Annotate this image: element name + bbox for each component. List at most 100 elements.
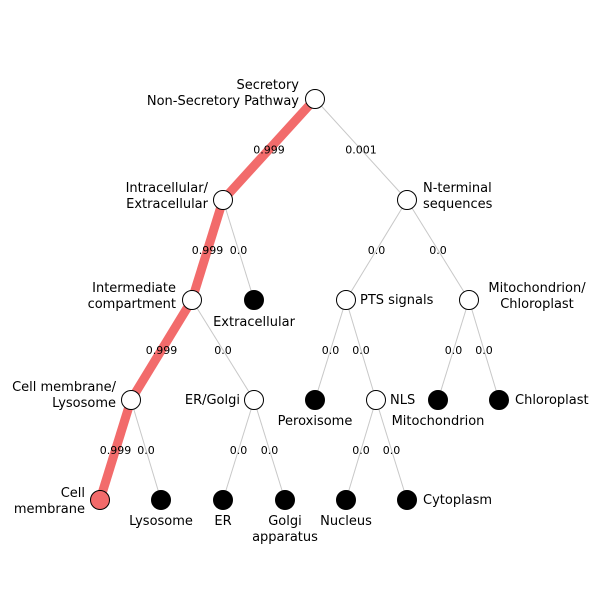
node-label-line: Chloroplast	[500, 297, 574, 312]
node-label-extracellular: Extracellular	[213, 315, 296, 330]
node-label-line: Extracellular	[126, 197, 209, 212]
node-label-peroxisome: Peroxisome	[278, 414, 353, 429]
edge-probability-cellmemlys-lysosome: 0.0	[137, 444, 155, 457]
node-peroxisome	[305, 390, 325, 410]
node-nucleus	[336, 490, 356, 510]
node-label-line: Intermediate	[92, 281, 176, 296]
node-mitochondrion	[428, 390, 448, 410]
edge-probability-ergolgi-golgi: 0.0	[261, 444, 279, 457]
node-label-cellmemlys: Cell membrane/Lysosome	[12, 380, 117, 411]
edge-intermediate-cellmemlys	[127, 297, 196, 403]
node-lysosome	[151, 490, 171, 510]
edge-probability-intermediate-cellmemlys: 0.999	[146, 344, 178, 357]
node-label-line: compartment	[88, 297, 176, 312]
node-pts	[336, 290, 356, 310]
node-label-line: Mitochondrion/	[488, 281, 586, 296]
node-label-line: ER	[214, 514, 231, 529]
node-label-line: Secretory	[236, 78, 299, 93]
edge-nls-cytoplasm	[375, 399, 408, 501]
edge-root-intracellular	[219, 95, 319, 204]
node-mitochloro	[459, 290, 479, 310]
node-label-line: Non-Secretory Pathway	[147, 94, 299, 109]
node-nls	[366, 390, 386, 410]
edge-probability-mitochloro-chloroplast: 0.0	[475, 344, 493, 357]
node-label-nls: NLS	[390, 393, 415, 408]
edge-probability-nterminal-pts: 0.0	[368, 244, 386, 257]
node-label-line: Nucleus	[320, 514, 372, 529]
edge-probability-intermediate-ergolgi: 0.0	[214, 344, 232, 357]
edge-intracellular-extracellular	[222, 199, 255, 301]
edge-mitochloro-mitochondrion	[437, 299, 470, 401]
node-label-line: apparatus	[252, 530, 318, 545]
node-golgi	[275, 490, 295, 510]
node-label-line: Golgi	[268, 514, 302, 529]
node-intracellular	[213, 190, 233, 210]
edge-ergolgi-er	[222, 399, 255, 501]
edge-cellmemlys-lysosome	[130, 399, 162, 501]
node-label-mitochondrion: Mitochondrion	[392, 414, 485, 429]
node-chloroplast	[489, 390, 509, 410]
node-label-intracellular: Intracellular/Extracellular	[126, 181, 209, 212]
node-label-line: Lysosome	[52, 396, 116, 411]
node-intermediate	[182, 290, 202, 310]
node-cellmemlys	[121, 390, 141, 410]
node-label-line: Cell membrane/	[12, 380, 117, 395]
edge-probability-pts-nls: 0.0	[352, 344, 370, 357]
edge-probability-nls-cytoplasm: 0.0	[383, 444, 401, 457]
node-label-line: Intracellular/	[126, 181, 209, 196]
edge-probabilities-layer: 0.999 0.001 0.999 0.0 0.0 0.0 0.999 0.0 0.0 0.0 0.…	[100, 144, 493, 458]
node-cytoplasm	[397, 490, 417, 510]
node-label-line: ER/Golgi	[185, 393, 240, 408]
edge-intermediate-ergolgi	[191, 299, 255, 401]
nodes-layer	[90, 89, 509, 510]
edge-nls-nucleus	[345, 399, 377, 501]
node-cellmembrane	[90, 490, 110, 510]
node-label-line: Mitochondrion	[392, 414, 485, 429]
node-label-pts: PTS signals	[360, 293, 434, 308]
node-nterminal	[397, 190, 417, 210]
edge-mitochloro-chloroplast	[468, 299, 500, 401]
node-label-line: sequences	[423, 197, 493, 212]
node-label-line: membrane	[14, 502, 85, 517]
edge-probability-pts-peroxisome: 0.0	[322, 344, 340, 357]
edge-nterminal-mitochloro	[406, 199, 470, 301]
edge-probability-intracellular-intermediate: 0.999	[192, 244, 224, 257]
edge-probability-intracellular-extracellular: 0.0	[230, 244, 248, 257]
node-label-line: Cell	[61, 486, 85, 501]
node-label-lysosome: Lysosome	[129, 514, 193, 529]
node-er	[213, 490, 233, 510]
node-label-line: Peroxisome	[278, 414, 353, 429]
edge-intracellular-intermediate	[187, 198, 228, 302]
edges-layer	[95, 95, 500, 502]
edge-probability-nterminal-mitochloro: 0.0	[429, 244, 447, 257]
edge-probability-nls-nucleus: 0.0	[352, 444, 370, 457]
node-label-ergolgi: ER/Golgi	[185, 393, 240, 408]
node-root	[305, 89, 325, 109]
edge-probability-root-nterminal: 0.001	[345, 144, 377, 157]
edge-probability-ergolgi-er: 0.0	[230, 444, 248, 457]
edge-cellmemlys-cellmembrane	[95, 398, 136, 502]
node-label-line: PTS signals	[360, 293, 434, 308]
node-label-nucleus: Nucleus	[320, 514, 372, 529]
edge-root-nterminal	[314, 98, 408, 201]
node-label-line: N-terminal	[423, 181, 492, 196]
node-label-line: Cytoplasm	[423, 493, 492, 508]
edge-probability-mitochloro-mitochondrion: 0.0	[445, 344, 463, 357]
edge-ergolgi-golgi	[253, 399, 286, 501]
edge-pts-nls	[345, 299, 377, 401]
node-extracellular	[244, 290, 264, 310]
edge-pts-peroxisome	[314, 299, 347, 401]
node-label-chloroplast: Chloroplast	[515, 393, 589, 408]
node-label-er: ER	[214, 514, 231, 529]
edge-probability-cellmemlys-cellmembrane: 0.999	[100, 444, 132, 457]
node-ergolgi	[244, 390, 264, 410]
node-label-line: Chloroplast	[515, 393, 589, 408]
node-label-line: Lysosome	[129, 514, 193, 529]
